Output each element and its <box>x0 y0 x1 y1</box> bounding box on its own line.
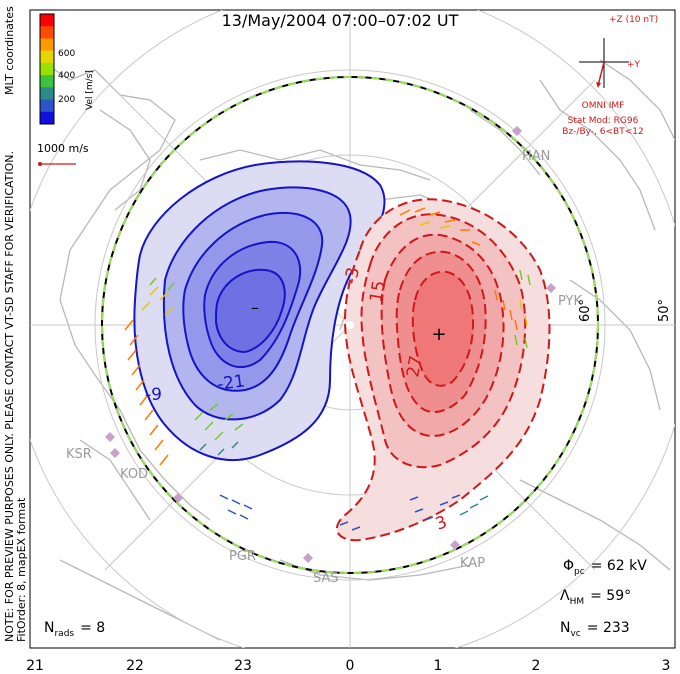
station-label-pyk: PYK <box>558 294 582 309</box>
colorbar-tick-600: 600 <box>58 49 75 59</box>
contour-label-neg21: -21 <box>216 371 246 395</box>
imf-z-label: +Z (10 nT) <box>609 15 658 25</box>
mlt-tick-21: 21 <box>26 658 44 674</box>
phi-value: = 62 kV <box>591 558 648 574</box>
colorbar-tick-400: 400 <box>58 71 75 81</box>
map-title: 13/May/2004 07:00–07:02 UT <box>222 11 459 30</box>
colorbar-segment <box>40 87 54 101</box>
nvc-value: = 233 <box>587 620 630 636</box>
potential-minimum-marker: – <box>251 298 259 317</box>
lambda-value: = 59° <box>590 588 631 604</box>
colorbar-label: Vel [m/s] <box>85 70 95 110</box>
velocity-colorbar <box>39 13 55 125</box>
nvc-subscript: vc <box>570 629 580 639</box>
imf-y-label: +Y <box>627 60 641 70</box>
colorbar-segment <box>40 62 54 76</box>
phi-subscript: pc <box>574 567 585 577</box>
nrads-value: = 8 <box>80 620 105 636</box>
mlt-tick-3: 3 <box>662 658 671 674</box>
latitude-label-50: 50° <box>657 299 672 322</box>
negative-potential-cell <box>133 160 386 462</box>
mlt-tick-2: 2 <box>532 658 541 674</box>
nrads-symbol: N <box>44 620 54 636</box>
pole-marker <box>346 321 354 329</box>
reference-vector-label: 1000 m/s <box>37 142 89 155</box>
svg-text:ΛHM= 59°: ΛHM = 59° <box>560 588 631 607</box>
colorbar-segment <box>40 26 54 39</box>
colorbar-segment <box>40 50 54 64</box>
lambda-subscript: HM <box>570 597 585 607</box>
latitude-label-60: 60° <box>578 299 593 322</box>
colorbar-tick-200: 200 <box>58 95 75 105</box>
contour-label-15: 15 <box>366 279 389 304</box>
map-statistics: Φpc = 62 kV ΛHM = 59° Nvc = 233 Nrads = 8 <box>44 558 647 639</box>
phi-symbol: Φ <box>563 558 574 574</box>
imf-source: OMNI IMF <box>582 101 625 111</box>
lambda-symbol: Λ <box>560 588 570 604</box>
contour-label-27: 27 <box>403 354 426 379</box>
positive-potential-cell <box>336 198 551 542</box>
preview-notice: NOTE: FOR PREVIEW PURPOSES ONLY. PLEASE … <box>3 151 16 642</box>
imf-model-line1: Stat Mod: RG96 <box>568 116 639 126</box>
svg-text:Φpc= 62 kV: Φpc = 62 kV <box>563 558 647 577</box>
contour-label-neg9: -9 <box>145 385 162 405</box>
colorbar-segment <box>40 38 54 52</box>
nvc-symbol: N <box>560 620 570 636</box>
mlt-tick-23: 23 <box>234 658 252 674</box>
mlt-axis: 21 22 23 0 1 2 3 <box>26 658 670 674</box>
station-label-han: HAN <box>522 149 550 164</box>
mlt-tick-22: 22 <box>126 658 144 674</box>
station-markers <box>105 126 556 563</box>
svg-text:Nrads= 8: Nrads = 8 <box>44 620 105 639</box>
nrads-subscript: rads <box>54 629 74 639</box>
station-label-ksr: KSR <box>66 447 92 462</box>
potential-maximum-marker: + <box>431 324 446 345</box>
velocity-vectors <box>124 207 531 531</box>
colorbar-border <box>39 13 55 125</box>
colorbar-segment <box>40 75 54 88</box>
svg-text:Nvc= 233: Nvc = 233 <box>560 620 630 639</box>
station-label-pgr: PGR <box>229 549 256 564</box>
colorbar-segment <box>40 99 54 113</box>
imf-dial <box>579 38 629 88</box>
station-label-kap: KAP <box>460 556 485 571</box>
coordinates-label: MLT coordinates <box>3 6 16 95</box>
colorbar-segment <box>40 111 54 125</box>
mlt-tick-0: 0 <box>346 658 355 674</box>
station-label-sas: SAS <box>313 571 339 586</box>
colorbar-segment <box>40 14 54 27</box>
station-label-kod: KOD <box>120 467 148 482</box>
contour-label-neg3: -3 <box>341 266 364 286</box>
fit-info: FitOrder: 8, mapEX format <box>15 497 28 642</box>
mlt-tick-1: 1 <box>434 658 443 674</box>
hm-boundary-dashes <box>101 76 599 574</box>
imf-model-line2: Bz-/By-, 6<BT<12 <box>562 127 643 137</box>
